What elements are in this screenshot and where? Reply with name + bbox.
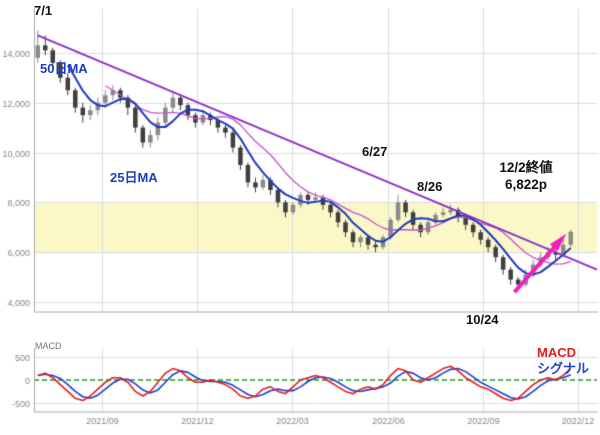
annotation-latest-close: 12/2終値 6,822p [478, 160, 574, 194]
annotation-latest-close-price: 6,822p [504, 176, 548, 192]
macd-panel-title: MACD [35, 341, 62, 351]
annotation-trendline-touch-jun: 6/27 [362, 144, 388, 159]
legend-macd-label: MACD [537, 345, 576, 360]
annotation-latest-close-date: 12/2終値 [499, 160, 553, 175]
legend-signal-label: シグナル [537, 361, 590, 376]
macd-legend: MACD シグナル [537, 345, 589, 377]
annotation-peak-date: 7/1 [34, 3, 53, 18]
annotation-ma25-label: 25日MA [110, 170, 158, 185]
annotation-trendline-touch-aug: 8/26 [417, 179, 443, 194]
annotation-bottom-date: 10/24 [466, 312, 499, 327]
annotation-ma50-label: 50日MA [40, 61, 88, 76]
